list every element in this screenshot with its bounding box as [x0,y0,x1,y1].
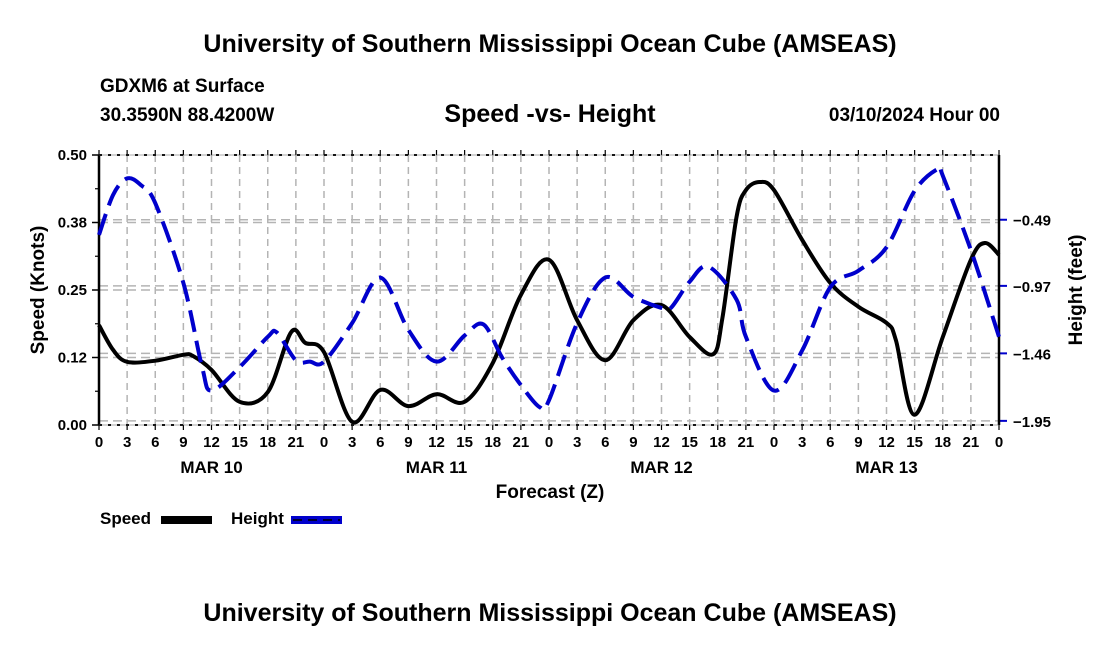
x-tick-label: 6 [151,434,159,451]
legend-height-label: Height [231,509,284,528]
x-tick-label: 12 [653,434,670,451]
chart-subtitle: Speed -vs- Height [444,100,656,128]
x-tick-label: 12 [203,434,220,451]
x-tick-label: 3 [573,434,581,451]
x-tick-label: 0 [995,434,1003,451]
main-title: University of Southern Mississippi Ocean… [203,30,897,58]
x-tick-label: 6 [376,434,384,451]
legend-swatches [161,516,342,524]
x-tick-label: 21 [738,434,755,451]
x-tick-label: 18 [484,434,501,451]
x-tick-label: 21 [513,434,530,451]
day-label: MAR 11 [406,458,467,477]
x-tick-label: 6 [601,434,609,451]
tick-labels: 0 3 6 9 12 15 18 21 0 3 6 9 12 15 18 21 0 3 6 9 12 15 18 21 0 3 6 9… [58,147,1051,477]
x-tick-label: 21 [963,434,980,451]
x-tick-label: 21 [288,434,305,451]
day-label: MAR 12 [630,458,692,477]
x-tick-label: 0 [320,434,328,451]
x-tick-label: 12 [878,434,895,451]
forecast-datetime: 03/10/2024 Hour 00 [828,105,1000,126]
y2-axis-label: Height (feet) [1066,235,1087,346]
y-tick-label: 0.00 [58,417,87,434]
y-tick-label: 0.50 [58,147,87,164]
x-tick-label: 18 [259,434,276,451]
x-tick-label: 15 [906,434,923,451]
x-tick-label: 3 [123,434,131,451]
x-tick-label: 18 [709,434,726,451]
legend-speed-swatch [161,516,212,524]
x-tick-label: 9 [854,434,862,451]
y-axis-label: Speed (Knots) [28,226,49,355]
footer-title: University of Southern Mississippi Ocean… [203,599,897,627]
y2-tick-label: −1.95 [1013,414,1051,431]
x-tick-label: 15 [231,434,248,451]
grid-lines [99,155,999,425]
legend-speed-label: Speed [100,509,152,528]
y-tick-label: 0.25 [58,282,87,299]
y2-tick-label: −1.46 [1013,346,1051,363]
x-tick-label: 18 [934,434,951,451]
x-tick-label: 12 [428,434,445,451]
series-speed-line [97,179,1001,425]
series-height-line [97,164,1001,412]
y2-tick-label: −0.49 [1013,213,1051,230]
x-axis-label: Forecast (Z) [495,482,605,503]
coordinates-label: 30.3590N 88.4200W [100,105,275,126]
x-tick-label: 9 [179,434,187,451]
x-tick-label: 0 [95,434,103,451]
x-tick-label: 9 [404,434,412,451]
station-label: GDXM6 at Surface [100,76,265,97]
y-tick-label: 0.38 [58,215,87,232]
x-tick-label: 0 [770,434,778,451]
x-tick-label: 3 [798,434,806,451]
y2-tick-label: −0.97 [1013,279,1051,296]
y-tick-label: 0.12 [58,350,87,367]
x-tick-label: 15 [456,434,473,451]
x-tick-label: 9 [629,434,637,451]
series-lines [97,164,1001,425]
day-label: MAR 10 [180,458,242,477]
x-tick-label: 3 [348,434,356,451]
x-tick-label: 0 [545,434,553,451]
x-tick-label: 15 [681,434,698,451]
x-tick-label: 6 [826,434,834,451]
axes [92,150,1007,430]
day-label: MAR 13 [855,458,917,477]
